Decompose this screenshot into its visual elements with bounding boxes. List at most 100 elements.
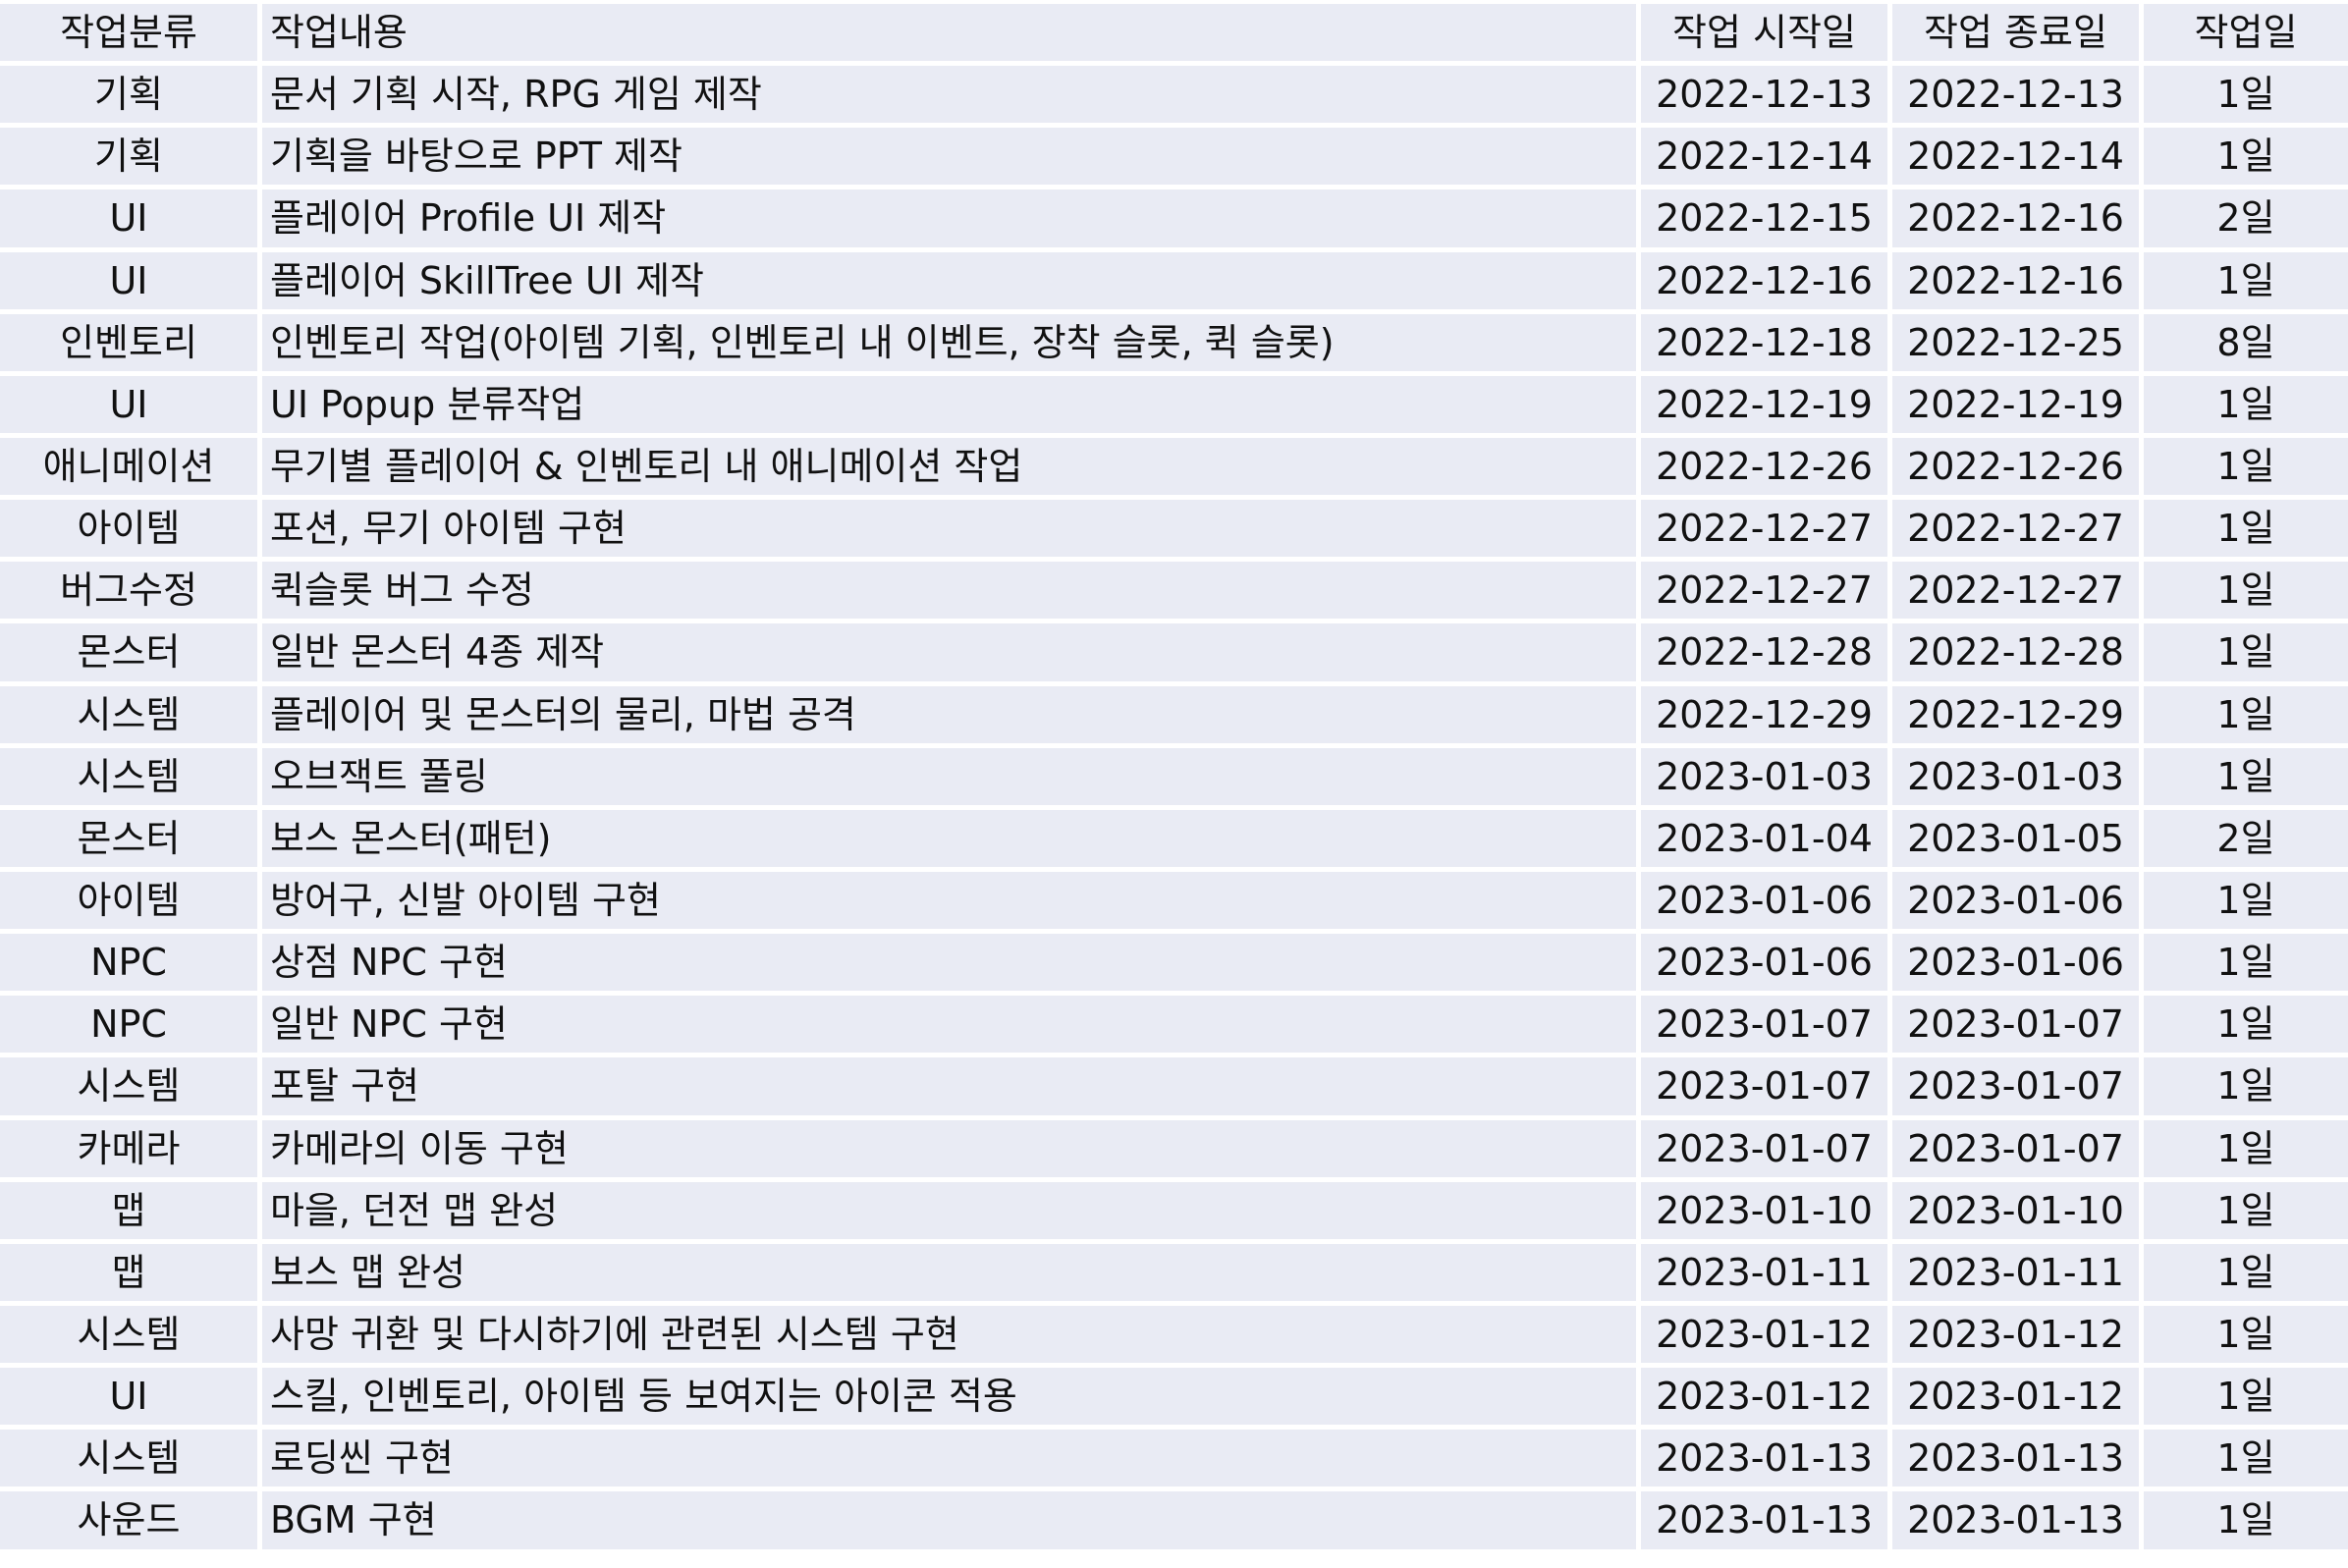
cell-category: 아이템 <box>0 871 262 935</box>
table-row: 카메라 카메라의 이동 구현 2023-01-07 2023-01-07 1일 <box>0 1119 2348 1182</box>
cell-days: 1일 <box>2144 1057 2348 1120</box>
cell-days: 2일 <box>2144 809 2348 872</box>
cell-days: 1일 <box>2144 128 2348 190</box>
table-body: 기획 문서 기획 시작, RPG 게임 제작 2022-12-13 2022-12-1… <box>0 66 2348 1554</box>
cell-days: 1일 <box>2144 1181 2348 1244</box>
cell-end-date: 2023-01-13 <box>1892 1430 2144 1492</box>
cell-days: 1일 <box>2144 685 2348 748</box>
cell-content: 포탈 구현 <box>262 1057 1641 1120</box>
cell-end-date: 2023-01-07 <box>1892 996 2144 1058</box>
cell-days: 1일 <box>2144 1305 2348 1369</box>
header-row: 작업분류 작업내용 작업 시작일 작업 종료일 작업일 <box>0 4 2348 67</box>
cell-category: NPC <box>0 934 262 997</box>
work-schedule-table: 작업분류 작업내용 작업 시작일 작업 종료일 작업일 기획 문서 기획 시작, … <box>0 4 2348 1554</box>
cell-start-date: 2022-12-27 <box>1641 500 1892 563</box>
cell-start-date: 2023-01-07 <box>1641 996 1892 1058</box>
cell-content: 기획을 바탕으로 PPT 제작 <box>262 128 1641 190</box>
cell-days: 1일 <box>2144 1430 2348 1492</box>
table-row: 시스템 플레이어 및 몬스터의 물리, 마법 공격 2022-12-29 2022-1… <box>0 685 2348 748</box>
cell-content: 방어구, 신발 아이템 구현 <box>262 871 1641 935</box>
cell-end-date: 2023-01-07 <box>1892 1119 2144 1182</box>
cell-content: 퀵슬롯 버그 수정 <box>262 562 1641 624</box>
cell-content: 일반 NPC 구현 <box>262 996 1641 1058</box>
cell-start-date: 2023-01-10 <box>1641 1181 1892 1244</box>
cell-end-date: 2023-01-13 <box>1892 1491 2144 1554</box>
cell-content: 보스 몬스터(패턴) <box>262 809 1641 872</box>
table-row: UI 플레이어 Profile UI 제작 2022-12-15 2022-12-16… <box>0 189 2348 252</box>
table-row: 시스템 사망 귀환 및 다시하기에 관련된 시스템 구현 2023-01-12 202… <box>0 1305 2348 1369</box>
table-row: NPC 일반 NPC 구현 2023-01-07 2023-01-07 1일 <box>0 996 2348 1058</box>
cell-end-date: 2022-12-25 <box>1892 313 2144 376</box>
cell-category: 맵 <box>0 1181 262 1244</box>
cell-content: 플레이어 Profile UI 제작 <box>262 189 1641 252</box>
cell-content: UI Popup 분류작업 <box>262 375 1641 438</box>
cell-category: 기획 <box>0 66 262 129</box>
cell-category: 시스템 <box>0 685 262 748</box>
cell-start-date: 2023-01-06 <box>1641 934 1892 997</box>
table-row: 애니메이션 무기별 플레이어 & 인벤토리 내 애니메이션 작업 2022-12-2… <box>0 437 2348 501</box>
cell-category: 아이템 <box>0 500 262 563</box>
cell-end-date: 2023-01-07 <box>1892 1057 2144 1120</box>
cell-end-date: 2022-12-14 <box>1892 128 2144 190</box>
cell-content: 카메라의 이동 구현 <box>262 1119 1641 1182</box>
cell-content: 플레이어 SkillTree UI 제작 <box>262 251 1641 314</box>
header-category: 작업분류 <box>0 4 262 67</box>
cell-end-date: 2023-01-03 <box>1892 747 2144 810</box>
cell-category: 인벤토리 <box>0 313 262 376</box>
cell-days: 1일 <box>2144 1119 2348 1182</box>
cell-days: 1일 <box>2144 934 2348 997</box>
cell-category: 기획 <box>0 128 262 190</box>
cell-start-date: 2023-01-13 <box>1641 1491 1892 1554</box>
cell-start-date: 2022-12-27 <box>1641 562 1892 624</box>
table-row: 기획 기획을 바탕으로 PPT 제작 2022-12-14 2022-12-14 1일 <box>0 128 2348 190</box>
table-row: 아이템 포션, 무기 아이템 구현 2022-12-27 2022-12-27 1일 <box>0 500 2348 563</box>
cell-category: UI <box>0 251 262 314</box>
table-row: 시스템 오브잭트 풀링 2023-01-03 2023-01-03 1일 <box>0 747 2348 810</box>
cell-start-date: 2023-01-03 <box>1641 747 1892 810</box>
cell-category: 애니메이션 <box>0 437 262 501</box>
header-start-date: 작업 시작일 <box>1641 4 1892 67</box>
cell-content: 스킬, 인벤토리, 아이템 등 보여지는 아이콘 적용 <box>262 1368 1641 1431</box>
cell-content: 플레이어 및 몬스터의 물리, 마법 공격 <box>262 685 1641 748</box>
cell-content: BGM 구현 <box>262 1491 1641 1554</box>
table-row: 시스템 포탈 구현 2023-01-07 2023-01-07 1일 <box>0 1057 2348 1120</box>
cell-start-date: 2023-01-07 <box>1641 1119 1892 1182</box>
cell-start-date: 2023-01-11 <box>1641 1243 1892 1306</box>
cell-category: 맵 <box>0 1243 262 1306</box>
cell-days: 1일 <box>2144 1243 2348 1306</box>
cell-start-date: 2023-01-04 <box>1641 809 1892 872</box>
cell-content: 보스 맵 완성 <box>262 1243 1641 1306</box>
cell-days: 1일 <box>2144 623 2348 686</box>
table-header: 작업분류 작업내용 작업 시작일 작업 종료일 작업일 <box>0 4 2348 67</box>
cell-content: 상점 NPC 구현 <box>262 934 1641 997</box>
cell-start-date: 2023-01-13 <box>1641 1430 1892 1492</box>
cell-days: 2일 <box>2144 189 2348 252</box>
table-row: 맵 보스 맵 완성 2023-01-11 2023-01-11 1일 <box>0 1243 2348 1306</box>
cell-days: 1일 <box>2144 500 2348 563</box>
cell-category: 시스템 <box>0 1057 262 1120</box>
cell-content: 오브잭트 풀링 <box>262 747 1641 810</box>
cell-category: 버그수정 <box>0 562 262 624</box>
cell-start-date: 2022-12-13 <box>1641 66 1892 129</box>
cell-start-date: 2023-01-12 <box>1641 1305 1892 1369</box>
cell-end-date: 2022-12-19 <box>1892 375 2144 438</box>
cell-end-date: 2022-12-26 <box>1892 437 2144 501</box>
cell-category: 시스템 <box>0 1305 262 1369</box>
cell-end-date: 2022-12-13 <box>1892 66 2144 129</box>
cell-start-date: 2023-01-07 <box>1641 1057 1892 1120</box>
table-row: 시스템 로딩씬 구현 2023-01-13 2023-01-13 1일 <box>0 1430 2348 1492</box>
cell-end-date: 2023-01-11 <box>1892 1243 2144 1306</box>
cell-category: UI <box>0 375 262 438</box>
cell-days: 1일 <box>2144 437 2348 501</box>
cell-end-date: 2023-01-06 <box>1892 871 2144 935</box>
cell-start-date: 2022-12-29 <box>1641 685 1892 748</box>
cell-start-date: 2022-12-14 <box>1641 128 1892 190</box>
table-row: UI 스킬, 인벤토리, 아이템 등 보여지는 아이콘 적용 2023-01-12 2… <box>0 1368 2348 1431</box>
cell-days: 8일 <box>2144 313 2348 376</box>
table-row: 사운드 BGM 구현 2023-01-13 2023-01-13 1일 <box>0 1491 2348 1554</box>
header-days: 작업일 <box>2144 4 2348 67</box>
cell-end-date: 2022-12-16 <box>1892 251 2144 314</box>
table-row: NPC 상점 NPC 구현 2023-01-06 2023-01-06 1일 <box>0 934 2348 997</box>
table-row: 몬스터 보스 몬스터(패턴) 2023-01-04 2023-01-05 2일 <box>0 809 2348 872</box>
cell-content: 사망 귀환 및 다시하기에 관련된 시스템 구현 <box>262 1305 1641 1369</box>
